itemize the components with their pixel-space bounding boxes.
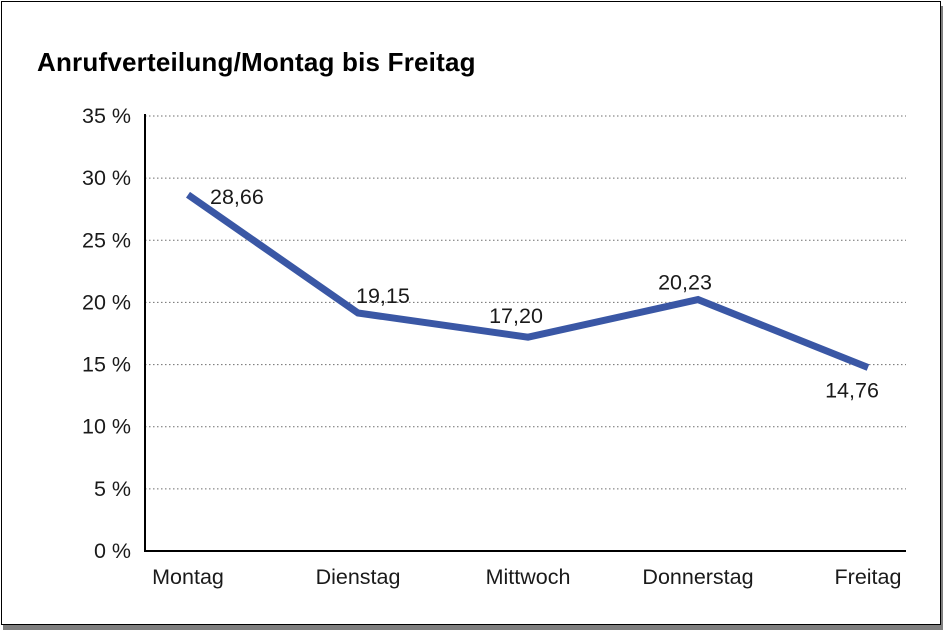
ytick-label: 20 % [82, 290, 131, 314]
data-point-label: 20,23 [658, 271, 712, 295]
data-point-label: 19,15 [356, 284, 410, 308]
data-point-label: 17,20 [489, 304, 543, 328]
xtick-label: Dienstag [316, 565, 401, 589]
data-point-label: 14,76 [825, 379, 879, 403]
xtick-label: Mittwoch [486, 565, 571, 589]
ytick-label: 35 % [82, 104, 131, 128]
data-point-label: 28,66 [210, 185, 264, 209]
xtick-label: Donnerstag [642, 565, 753, 589]
xtick-label: Freitag [835, 565, 902, 589]
ytick-label: 0 % [94, 539, 131, 563]
ytick-label: 10 % [82, 415, 131, 439]
chart-title: Anrufverteilung/Montag bis Freitag [37, 47, 476, 78]
data-line [186, 191, 870, 371]
xtick-label: Montag [152, 565, 224, 589]
ytick-label: 15 % [82, 353, 131, 377]
ytick-label: 30 % [82, 166, 131, 190]
ytick-label: 25 % [82, 228, 131, 252]
ytick-label: 5 % [94, 477, 131, 501]
